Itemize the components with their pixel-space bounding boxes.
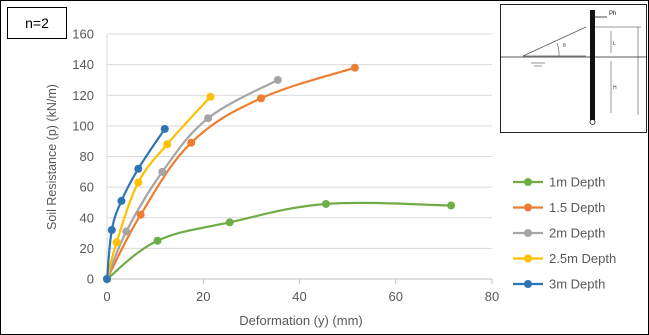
legend-label: 2.5m Depth xyxy=(549,251,616,266)
y-tick-label: 20 xyxy=(80,241,94,256)
series-5 xyxy=(103,124,169,283)
data-point xyxy=(117,196,126,205)
tick-labels: 0 20 40 60 80 100 120 140 160 0 20 40 60 80 xyxy=(72,27,499,305)
legend-swatch-marker xyxy=(524,280,532,288)
x-tick-label: 0 xyxy=(103,289,110,304)
series-line xyxy=(106,201,452,280)
y-tick-label: 100 xyxy=(72,118,94,133)
legend-label: 3m Depth xyxy=(549,277,605,292)
legend-swatch-marker xyxy=(524,229,532,237)
series-1 xyxy=(103,199,456,283)
embed-label: H xyxy=(613,85,617,91)
x-tick-label: 20 xyxy=(196,289,210,304)
data-point xyxy=(447,201,456,210)
series-line xyxy=(105,96,212,280)
data-point xyxy=(204,114,213,123)
data-point xyxy=(257,94,265,103)
load-arrow: Ph xyxy=(590,11,616,19)
y-axis-label: Soil Resistance (p) (kN/m) xyxy=(45,84,59,230)
legend-label: 1.5 Depth xyxy=(549,200,605,215)
x-tick-label: 40 xyxy=(292,289,306,304)
series-3 xyxy=(103,75,282,283)
angle-label: θ xyxy=(563,43,566,49)
data-point xyxy=(134,164,143,173)
legend-swatch-marker xyxy=(524,254,532,263)
slope-lines: θ xyxy=(522,26,587,67)
y-tick-label: 120 xyxy=(72,88,94,103)
legend-item: 3m Depth xyxy=(513,277,605,292)
legend-item: 2.5m Depth xyxy=(513,251,616,266)
y-tick-label: 160 xyxy=(72,27,94,42)
legend-item: 1m Depth xyxy=(513,175,605,190)
dimension-lines: L H xyxy=(595,26,641,115)
x-tick-label: 80 xyxy=(485,289,499,304)
data-point xyxy=(136,210,145,219)
load-label: Ph xyxy=(609,11,616,17)
pile xyxy=(589,10,596,125)
x-tick-label: 60 xyxy=(389,289,403,304)
legend-swatch-marker xyxy=(524,178,532,186)
gridlines xyxy=(107,33,492,249)
data-point xyxy=(206,92,215,101)
data-point xyxy=(107,226,116,234)
x-axis-label: Deformation (y) (mm) xyxy=(239,313,363,328)
y-tick-label: 40 xyxy=(80,210,94,225)
data-point xyxy=(273,75,282,84)
legend-label: 2m Depth xyxy=(549,226,605,241)
data-point xyxy=(163,140,172,149)
legend: 1m Depth 1.5 Depth 2m Depth 2.5m Depth 3m De… xyxy=(513,175,616,292)
data-point xyxy=(225,218,234,227)
y-tick-label: 140 xyxy=(72,57,94,72)
y-tick-label: 0 xyxy=(87,272,94,287)
height-label: L xyxy=(613,41,616,47)
legend-item: 2m Depth xyxy=(513,226,605,241)
data-point xyxy=(187,138,196,147)
data-point xyxy=(134,178,143,187)
data-point xyxy=(350,63,359,72)
data-point xyxy=(321,199,330,208)
y-tick-label: 80 xyxy=(80,149,94,164)
data-point xyxy=(158,167,167,176)
data-point xyxy=(103,275,111,283)
data-point xyxy=(153,236,162,245)
data-point xyxy=(122,227,131,236)
data-point xyxy=(160,124,169,133)
series-layer xyxy=(103,63,456,283)
y-tick-label: 60 xyxy=(80,180,94,195)
legend-swatch-marker xyxy=(524,203,532,212)
axes xyxy=(106,34,493,284)
pile-schematic: θ Ph L H xyxy=(500,4,647,133)
n-value-badge: n=2 xyxy=(7,7,67,39)
data-point xyxy=(112,238,121,247)
legend-item: 1.5 Depth xyxy=(513,200,605,215)
legend-label: 1m Depth xyxy=(549,175,605,190)
